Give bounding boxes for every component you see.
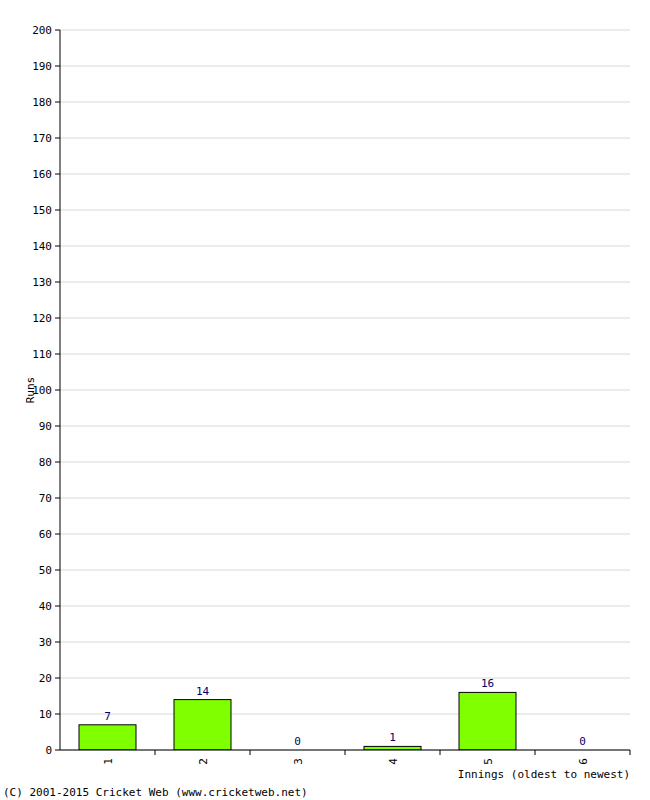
y-tick bbox=[55, 318, 60, 319]
grid-line bbox=[60, 30, 630, 31]
y-tick bbox=[55, 354, 60, 355]
y-tick-label: 10 bbox=[39, 708, 52, 721]
background bbox=[0, 0, 650, 800]
x-tick-label: 2 bbox=[197, 758, 210, 765]
y-tick bbox=[55, 642, 60, 643]
y-tick bbox=[55, 282, 60, 283]
grid-line bbox=[60, 714, 630, 715]
y-tick-label: 120 bbox=[32, 312, 52, 325]
grid-line bbox=[60, 246, 630, 247]
y-tick bbox=[55, 246, 60, 247]
y-tick bbox=[55, 462, 60, 463]
y-tick-label: 180 bbox=[32, 96, 52, 109]
y-tick bbox=[55, 66, 60, 67]
bar bbox=[364, 746, 421, 750]
y-axis-label: Runs bbox=[24, 377, 37, 404]
grid-line bbox=[60, 606, 630, 607]
y-tick bbox=[55, 714, 60, 715]
y-tick bbox=[55, 426, 60, 427]
x-tick bbox=[250, 750, 251, 755]
y-tick bbox=[55, 750, 60, 751]
y-tick-label: 60 bbox=[39, 528, 52, 541]
data-label: 7 bbox=[104, 710, 111, 723]
y-tick bbox=[55, 390, 60, 391]
data-label: 16 bbox=[481, 677, 494, 690]
x-tick-label: 4 bbox=[387, 758, 400, 765]
y-tick-label: 190 bbox=[32, 60, 52, 73]
y-tick bbox=[55, 210, 60, 211]
grid-line bbox=[60, 534, 630, 535]
y-tick-label: 160 bbox=[32, 168, 52, 181]
y-tick bbox=[55, 570, 60, 571]
x-tick bbox=[535, 750, 536, 755]
y-axis bbox=[60, 30, 61, 750]
y-tick-label: 40 bbox=[39, 600, 52, 613]
y-tick-label: 150 bbox=[32, 204, 52, 217]
x-tick-label: 6 bbox=[577, 758, 590, 765]
y-tick bbox=[55, 534, 60, 535]
y-tick-label: 70 bbox=[39, 492, 52, 505]
x-tick-label: 3 bbox=[292, 758, 305, 765]
grid-line bbox=[60, 102, 630, 103]
y-tick-label: 80 bbox=[39, 456, 52, 469]
y-tick-label: 140 bbox=[32, 240, 52, 253]
grid-line bbox=[60, 426, 630, 427]
grid-line bbox=[60, 282, 630, 283]
data-label: 0 bbox=[579, 735, 586, 748]
x-tick bbox=[440, 750, 441, 755]
chart-svg: 0102030405060708090100110120130140150160… bbox=[0, 0, 650, 800]
grid-line bbox=[60, 210, 630, 211]
x-tick bbox=[155, 750, 156, 755]
grid-line bbox=[60, 354, 630, 355]
grid-line bbox=[60, 390, 630, 391]
y-tick bbox=[55, 138, 60, 139]
y-tick-label: 110 bbox=[32, 348, 52, 361]
bar bbox=[79, 725, 136, 750]
grid-line bbox=[60, 462, 630, 463]
y-tick-label: 130 bbox=[32, 276, 52, 289]
grid-line bbox=[60, 570, 630, 571]
y-tick bbox=[55, 498, 60, 499]
data-label: 0 bbox=[294, 735, 301, 748]
y-tick-label: 200 bbox=[32, 24, 52, 37]
credit: (C) 2001-2015 Cricket Web (www.cricketwe… bbox=[3, 786, 308, 799]
y-tick bbox=[55, 678, 60, 679]
x-tick-label: 5 bbox=[482, 758, 495, 765]
bars bbox=[79, 692, 516, 750]
grid-line bbox=[60, 498, 630, 499]
y-tick bbox=[55, 174, 60, 175]
grid-line bbox=[60, 318, 630, 319]
y-tick-label: 50 bbox=[39, 564, 52, 577]
bar bbox=[459, 692, 516, 750]
data-label: 1 bbox=[389, 731, 396, 744]
grid-line bbox=[60, 642, 630, 643]
data-label: 14 bbox=[196, 685, 210, 698]
y-tick bbox=[55, 606, 60, 607]
x-axis-label: Innings (oldest to newest) bbox=[458, 768, 630, 781]
bar bbox=[174, 700, 231, 750]
grid-line bbox=[60, 66, 630, 67]
x-tick bbox=[345, 750, 346, 755]
x-tick-label: 1 bbox=[102, 758, 115, 765]
x-tick bbox=[630, 750, 631, 755]
grid-line bbox=[60, 678, 630, 679]
grid-line bbox=[60, 138, 630, 139]
y-tick bbox=[55, 30, 60, 31]
y-tick-label: 30 bbox=[39, 636, 52, 649]
y-tick-label: 20 bbox=[39, 672, 52, 685]
y-tick bbox=[55, 102, 60, 103]
y-tick-label: 90 bbox=[39, 420, 52, 433]
y-tick-label: 170 bbox=[32, 132, 52, 145]
grid-line bbox=[60, 174, 630, 175]
chart-container: 0102030405060708090100110120130140150160… bbox=[0, 0, 650, 800]
y-tick-label: 0 bbox=[45, 744, 52, 757]
